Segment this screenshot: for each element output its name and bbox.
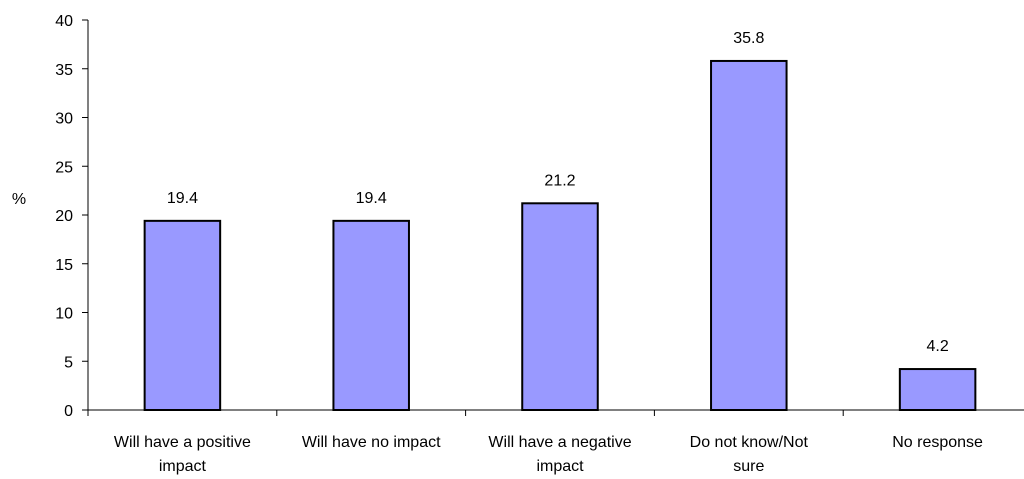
data-labels: 19.4 19.4 21.2 35.8 4.2: [167, 30, 949, 355]
data-label: 21.2: [544, 172, 575, 189]
y-tick-label: 20: [55, 208, 73, 225]
data-label: 19.4: [167, 190, 198, 207]
y-tick-label: 30: [55, 111, 73, 128]
y-tick-label: 35: [55, 62, 73, 79]
x-tick-label: Do not know/Not sure: [690, 434, 809, 475]
bar: [898, 368, 977, 411]
bar: [521, 202, 599, 411]
y-axis: 0 5 10 15 20 25 30 35 40: [55, 13, 89, 420]
bar: [143, 219, 222, 411]
y-tick-label: 40: [55, 13, 73, 30]
y-tick-label: 10: [55, 306, 73, 323]
bar: [332, 219, 410, 411]
x-tick-label: Will have no impact: [302, 434, 441, 451]
x-tick-label: Will have a positive impact: [114, 434, 251, 475]
x-tick-label: Will have a negative impact: [488, 434, 631, 475]
y-axis-title: %: [12, 191, 26, 208]
y-tick-label: 25: [55, 159, 73, 176]
y-tick-label: 15: [55, 257, 73, 274]
bar: [710, 59, 788, 411]
category-labels: Will have a positive impact Will have no i…: [114, 434, 983, 475]
bars: [143, 59, 977, 411]
y-tick-label: 5: [64, 354, 73, 371]
data-label: 19.4: [356, 190, 387, 207]
y-tick-label: 0: [64, 403, 73, 420]
data-label: 4.2: [926, 338, 948, 355]
data-label: 35.8: [733, 30, 764, 47]
x-tick-label: No response: [892, 434, 983, 451]
